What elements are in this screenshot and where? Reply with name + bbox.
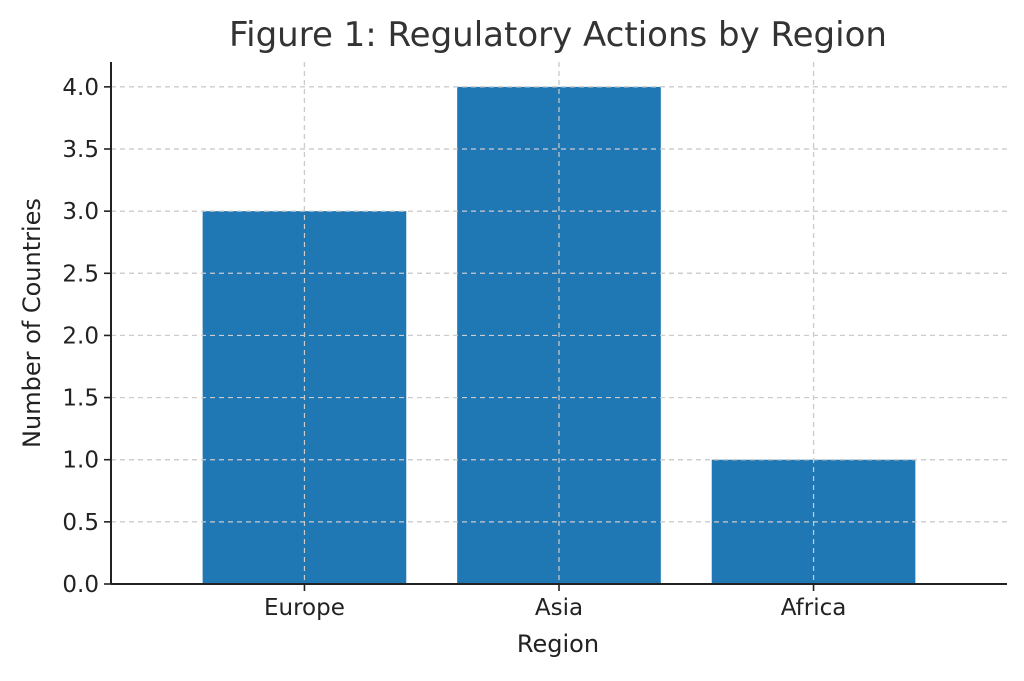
- ticks-layer: 0.0 0.5 1.0 1.5 2.0 2.5 3.0 3.5 4.0 Europe Asia Afr…: [62, 75, 846, 621]
- y-tick-label: 1.0: [62, 448, 99, 474]
- y-axis-label: Number of Countries: [18, 198, 46, 448]
- x-axis-label: Region: [517, 630, 599, 658]
- y-tick-label: 0.0: [62, 572, 99, 598]
- y-tick-label: 2.5: [62, 261, 99, 287]
- x-tick-label: Asia: [535, 595, 583, 621]
- chart-title: Figure 1: Regulatory Actions by Region: [229, 15, 887, 55]
- x-tick-label: Europe: [264, 595, 345, 621]
- y-tick-label: 3.0: [62, 199, 99, 225]
- bars-layer: [111, 62, 1007, 585]
- y-tick-label: 0.5: [62, 510, 99, 536]
- y-tick-label: 4.0: [62, 75, 99, 101]
- y-tick-label: 1.5: [62, 386, 99, 412]
- x-tick-label: Africa: [781, 595, 847, 621]
- y-tick-label: 3.5: [62, 137, 99, 163]
- y-tick-label: 2.0: [62, 323, 99, 349]
